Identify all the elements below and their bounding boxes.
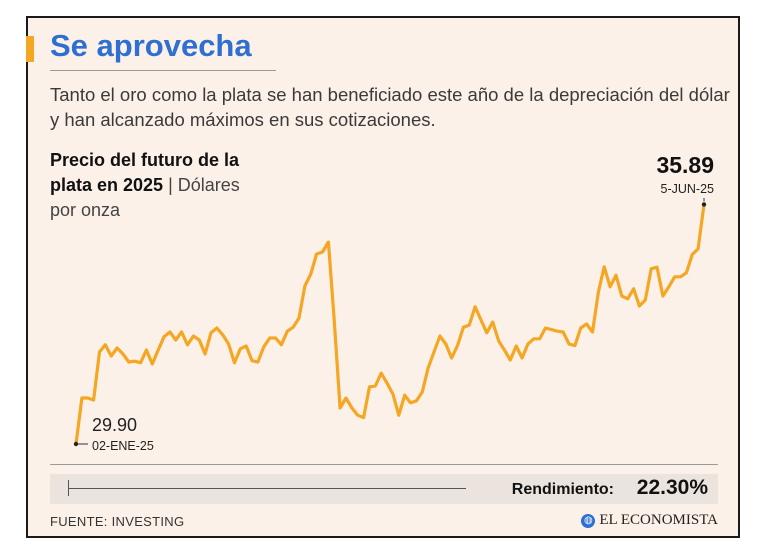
performance-value: 22.30% xyxy=(636,476,708,499)
chart-bottom-divider xyxy=(50,464,718,465)
chart-label: Precio del futuro de la plata en 2025 | … xyxy=(50,148,270,223)
end-date-label: 5-JUN-25 xyxy=(661,182,715,196)
page-title: Se aprovecha xyxy=(50,28,252,63)
end-value-label: 35.89 xyxy=(656,152,714,178)
performance-track xyxy=(68,488,466,489)
series-line-silver xyxy=(74,202,706,446)
source-note: FUENTE: INVESTING xyxy=(50,514,185,529)
globe-icon: ◍ xyxy=(581,513,596,528)
chart-label-unit: Dólares por onza xyxy=(50,175,240,220)
start-date-label: 02-ENE-25 xyxy=(92,439,154,453)
start-value-label: 29.90 xyxy=(92,415,137,435)
title-divider xyxy=(50,70,276,71)
title-accent-bar xyxy=(26,36,34,62)
end-point-marker xyxy=(701,202,707,207)
performance-label: Rendimiento: xyxy=(511,481,614,498)
performance-bar: Rendimiento: 22.30% xyxy=(50,474,718,504)
chart-label-title: Precio del futuro de la plata en 2025 xyxy=(50,150,240,195)
infographic-card: Se aprovecha Tanto el oro como la plata … xyxy=(26,16,740,538)
silver-price-chart: 29.90 02-ENE-25 35.89 5-JUN-25 xyxy=(73,152,715,453)
brand-logo: ◍ EL ECONOMISTA xyxy=(581,512,718,529)
chart-label-separator: | xyxy=(163,175,178,195)
brand-name: EL ECONOMISTA xyxy=(599,512,718,528)
page-subtitle: Tanto el oro como la plata se han benefi… xyxy=(50,84,730,130)
